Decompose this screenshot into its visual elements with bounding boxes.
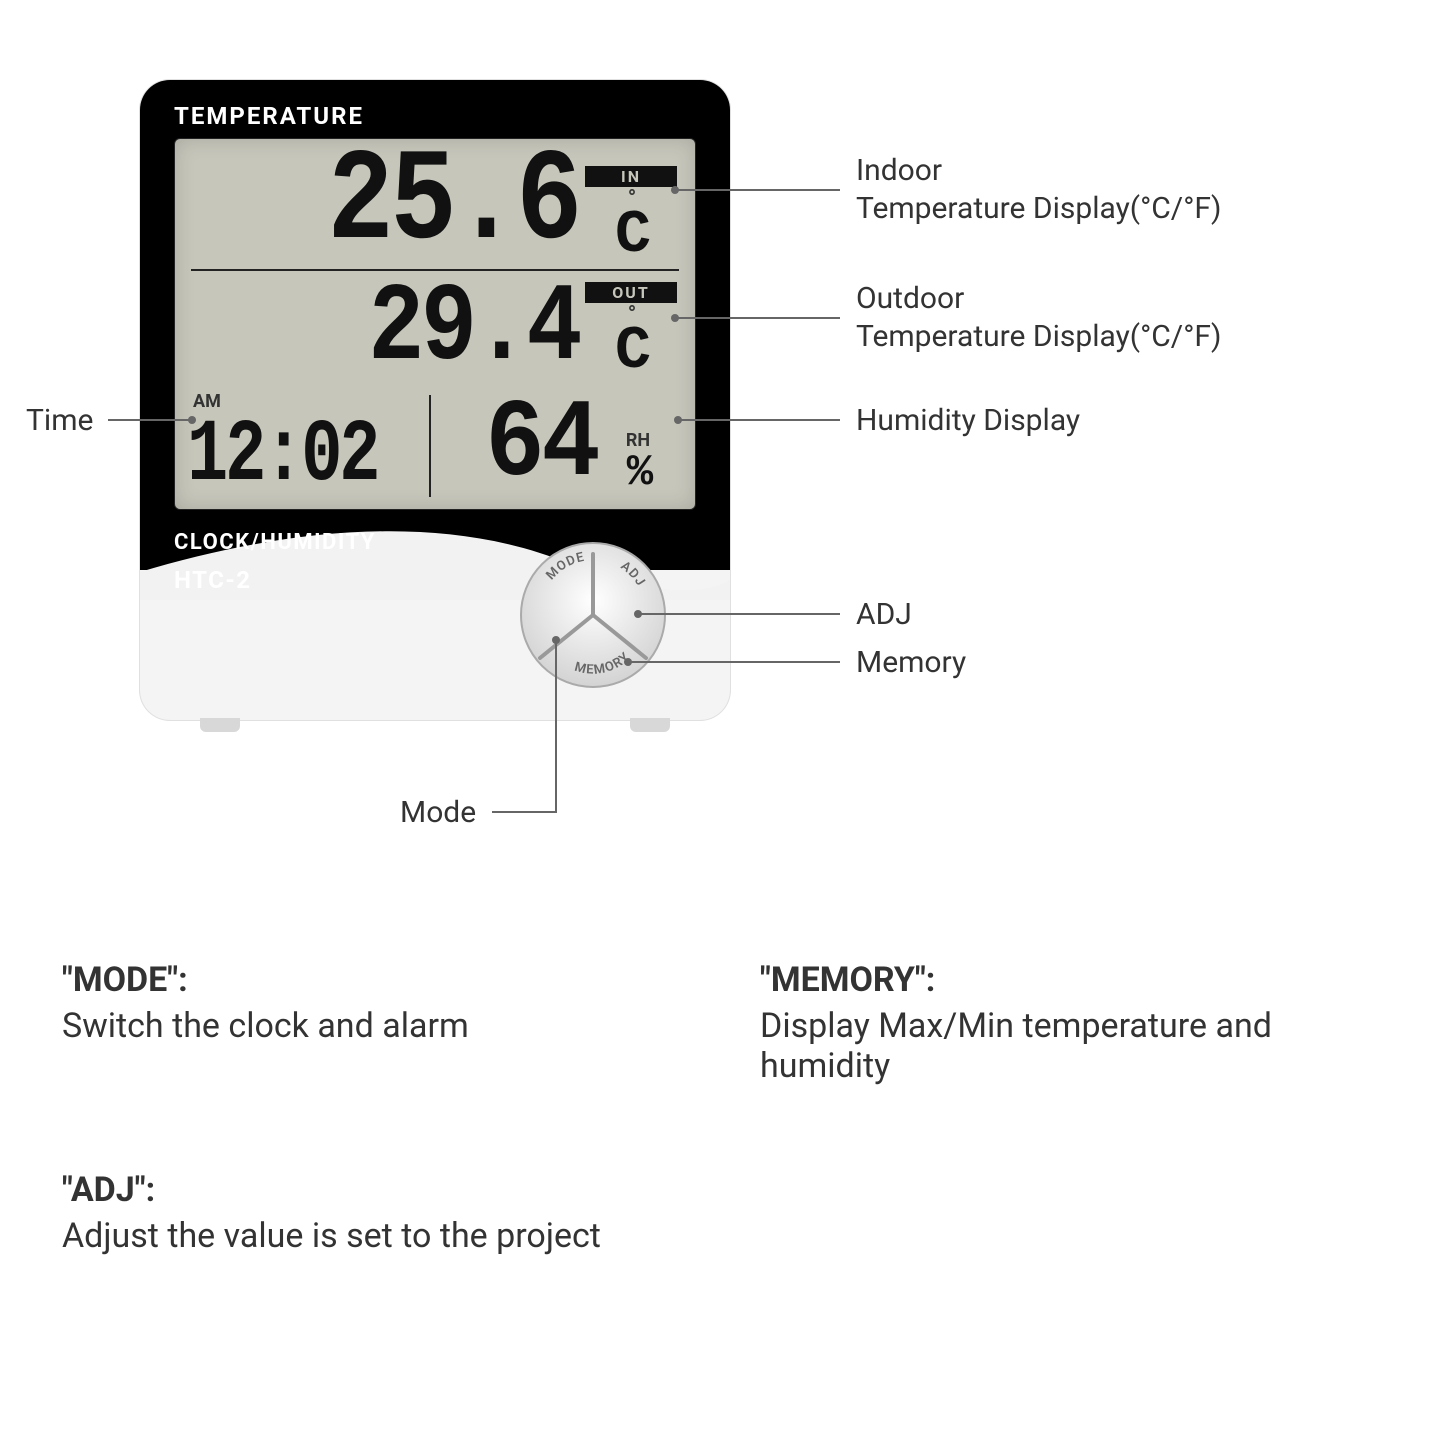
indoor-c: C — [615, 202, 647, 270]
lcd-vertical-divider — [429, 395, 431, 497]
thermometer-device: TEMPERATURE 25.6 IN ° C 29.4 OUT ° C AM … — [140, 80, 730, 720]
annotation-indoor: Indoor Temperature Display(°C/°F) — [856, 152, 1221, 227]
humidity-value: 64 — [485, 391, 597, 501]
desc-memory-body: Display Max/Min temperature and humidity — [760, 1006, 1272, 1086]
time-value: 12:02 — [187, 413, 377, 501]
device-foot-left — [200, 718, 240, 732]
humidity-unit: RH % — [599, 430, 677, 495]
desc-mode-body: Switch the clock and alarm — [62, 1006, 469, 1046]
annotation-memory: Memory — [856, 644, 966, 682]
device-title: TEMPERATURE — [174, 102, 364, 130]
lcd-time-humidity-row: AM 12:02 64 RH % — [191, 391, 679, 501]
device-model: HTC-2 — [174, 566, 252, 594]
desc-memory-head: "MEMORY": — [760, 960, 1360, 1000]
desc-mode: "MODE": Switch the clock and alarm — [62, 960, 469, 1046]
desc-mode-head: "MODE": — [62, 960, 469, 1000]
lcd-indoor-row: 25.6 IN ° C — [191, 149, 679, 271]
lcd-outdoor-row: 29.4 OUT ° C — [191, 275, 679, 385]
outdoor-c: C — [615, 318, 647, 386]
annotation-time: Time — [26, 402, 93, 440]
indoor-temp-value: 25.6 — [327, 139, 579, 269]
indoor-tag: IN — [585, 166, 677, 187]
desc-adj-body: Adjust the value is set to the project — [62, 1216, 601, 1256]
desc-adj-head: "ADJ": — [62, 1170, 601, 1210]
lcd-screen: 25.6 IN ° C 29.4 OUT ° C AM 12:02 64 RH — [174, 138, 696, 510]
annotation-outdoor: Outdoor Temperature Display(°C/°F) — [856, 280, 1221, 355]
outdoor-temp-value: 29.4 — [368, 275, 579, 385]
annotation-mode: Mode — [400, 794, 476, 832]
device-subtitle: CLOCK/HUMIDITY — [174, 530, 376, 555]
button-pad-svg: MODE ADJ MEMORY — [518, 540, 668, 690]
annotation-humidity: Humidity Display — [856, 402, 1080, 440]
desc-adj: "ADJ": Adjust the value is set to the pr… — [62, 1170, 601, 1256]
annotation-adj: ADJ — [856, 596, 912, 634]
outdoor-unit: OUT ° C — [585, 282, 677, 379]
desc-memory: "MEMORY": Display Max/Min temperature an… — [760, 960, 1360, 1086]
outdoor-tag: OUT — [585, 282, 677, 303]
humidity-pct: % — [627, 448, 649, 498]
button-pad: MODE ADJ MEMORY — [518, 540, 668, 690]
device-foot-right — [630, 718, 670, 732]
indoor-unit: IN ° C — [585, 166, 677, 263]
